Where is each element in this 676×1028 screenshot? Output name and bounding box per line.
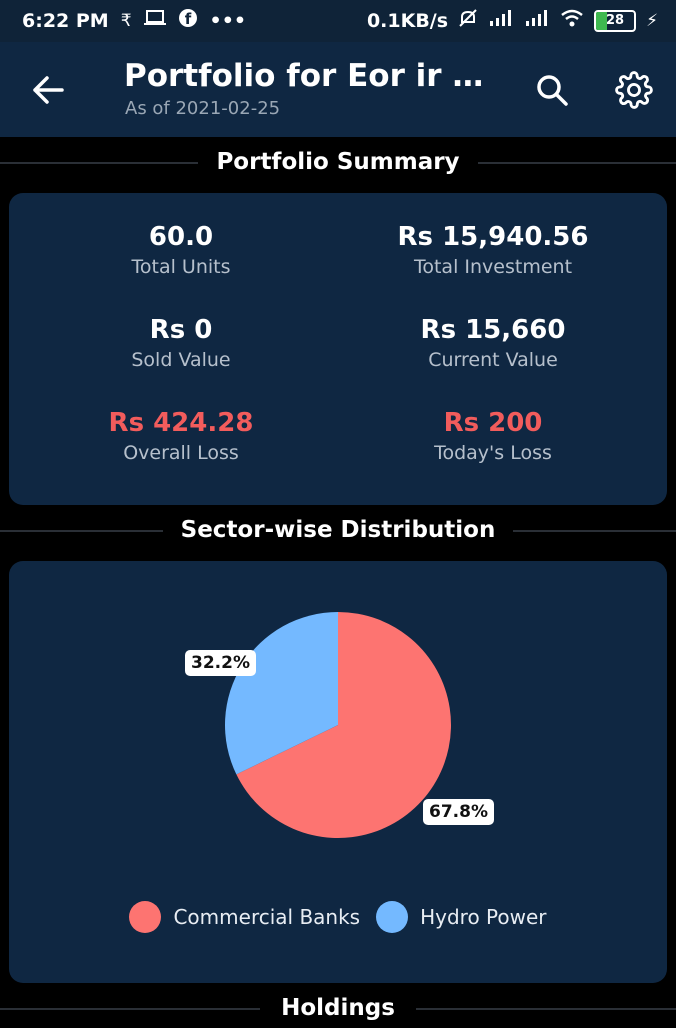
- sector-pie-chart: [224, 612, 451, 838]
- svg-text:f: f: [184, 10, 191, 28]
- overall-loss-label: Overall Loss: [123, 442, 239, 464]
- charging-icon: ⚡: [646, 10, 658, 31]
- sector-distribution-header: Sector-wise Distribution: [0, 510, 676, 550]
- legend-item-commercial-banks[interactable]: Commercial Banks: [129, 901, 360, 933]
- sold-value-value: Rs 0: [149, 315, 213, 345]
- arrow-left-icon: [33, 76, 64, 104]
- sold-value-stat: Rs 0 Sold Value: [31, 314, 331, 374]
- overall-loss-stat: Rs 424.28 Overall Loss: [31, 407, 331, 467]
- page-subtitle: As of 2021-02-25: [125, 98, 281, 119]
- battery-icon: 28: [594, 9, 637, 32]
- network-speed: 0.1KB/s: [366, 9, 449, 32]
- gear-icon: [615, 71, 653, 109]
- sold-value-label: Sold Value: [131, 349, 231, 371]
- back-button[interactable]: [26, 68, 70, 112]
- current-value-stat: Rs 15,660 Current Value: [343, 314, 643, 374]
- mute-bell-icon: [458, 8, 478, 33]
- settings-button[interactable]: [610, 66, 658, 114]
- legend-label-commercial-banks: Commercial Banks: [173, 905, 361, 929]
- app-bar: Portfolio for Eor ir tfs... As of 2021-0…: [0, 42, 676, 137]
- facebook-notification-icon: f: [178, 8, 198, 33]
- legend-item-hydro-power[interactable]: Hydro Power: [376, 901, 547, 933]
- sector-distribution-title: Sector-wise Distribution: [162, 517, 514, 543]
- battery-level: 28: [606, 12, 625, 28]
- current-value-label: Current Value: [428, 349, 558, 371]
- portfolio-summary-card: 60.0 Total Units Rs 15,940.56 Total Inve…: [9, 193, 667, 505]
- portfolio-summary-title: Portfolio Summary: [198, 149, 478, 175]
- rupee-notification-icon: ₹: [120, 10, 132, 31]
- total-investment-label: Total Investment: [413, 256, 573, 278]
- chart-legend: Commercial Banks Hydro Power: [9, 901, 667, 933]
- total-investment-value: Rs 15,940.56: [397, 222, 589, 252]
- total-units-label: Total Units: [131, 256, 231, 278]
- total-investment-stat: Rs 15,940.56 Total Investment: [343, 221, 643, 281]
- todays-loss-label: Today's Loss: [434, 442, 552, 464]
- search-icon: [537, 75, 568, 106]
- status-overflow: •••: [209, 9, 246, 32]
- legend-swatch-hydro-power: [376, 901, 409, 933]
- signal-icon: [488, 9, 514, 32]
- portfolio-summary-header: Portfolio Summary: [0, 142, 676, 182]
- legend-label-hydro-power: Hydro Power: [420, 905, 547, 929]
- holdings-header: Holdings: [0, 988, 676, 1028]
- search-button[interactable]: [528, 66, 576, 114]
- overall-loss-value: Rs 424.28: [108, 408, 254, 438]
- holdings-title: Holdings: [263, 995, 413, 1021]
- status-time: 6:22 PM: [22, 9, 109, 32]
- total-units-value: 60.0: [148, 222, 214, 252]
- page-title: Portfolio for Eor ir tfs...: [124, 58, 494, 94]
- laptop-notification-icon: [143, 9, 166, 32]
- todays-loss-value: Rs 200: [443, 408, 543, 438]
- total-units-stat: 60.0 Total Units: [31, 221, 331, 281]
- todays-loss-stat: Rs 200 Today's Loss: [343, 407, 643, 467]
- pie-label-hydro-power: 32.2%: [185, 650, 256, 676]
- current-value-value: Rs 15,660: [420, 315, 566, 345]
- pie-slice-commercial-banks[interactable]: [236, 612, 451, 838]
- pie-label-commercial-banks: 67.8%: [423, 799, 494, 825]
- signal-roaming-icon: [524, 9, 550, 32]
- wifi-icon: [560, 9, 584, 32]
- status-bar: 6:22 PM ₹ f ••• 0.1KB/s 28 ⚡: [0, 0, 676, 42]
- sector-distribution-card: 67.8% 32.2% Commercial Banks Hydro Power: [9, 561, 667, 983]
- legend-swatch-commercial-banks: [129, 901, 162, 933]
